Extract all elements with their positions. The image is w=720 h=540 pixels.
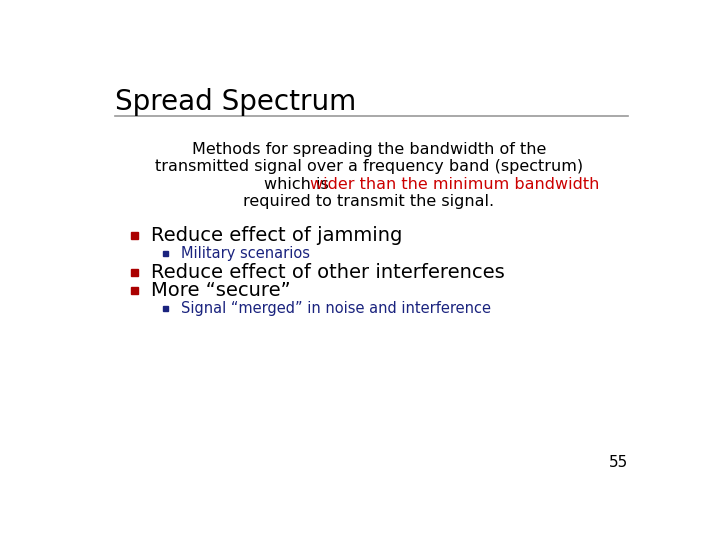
- Text: required to transmit the signal.: required to transmit the signal.: [243, 194, 495, 209]
- Text: Reduce effect of jamming: Reduce effect of jamming: [151, 226, 402, 245]
- Bar: [131, 269, 138, 276]
- Bar: [163, 306, 168, 311]
- Text: Reduce effect of other interferences: Reduce effect of other interferences: [151, 263, 505, 282]
- Text: transmitted signal over a frequency band (spectrum): transmitted signal over a frequency band…: [155, 159, 583, 174]
- Bar: [131, 287, 138, 294]
- Text: Military scenarios: Military scenarios: [181, 246, 310, 261]
- Text: Signal “merged” in noise and interference: Signal “merged” in noise and interferenc…: [181, 301, 491, 316]
- Text: 55: 55: [609, 455, 629, 470]
- Text: which is: which is: [264, 177, 333, 192]
- Text: More “secure”: More “secure”: [151, 281, 291, 300]
- Bar: [131, 232, 138, 239]
- Bar: [163, 251, 168, 255]
- Text: Methods for spreading the bandwidth of the: Methods for spreading the bandwidth of t…: [192, 141, 546, 157]
- Text: Spread Spectrum: Spread Spectrum: [115, 87, 356, 116]
- Text: wider than the minimum bandwidth: wider than the minimum bandwidth: [310, 177, 599, 192]
